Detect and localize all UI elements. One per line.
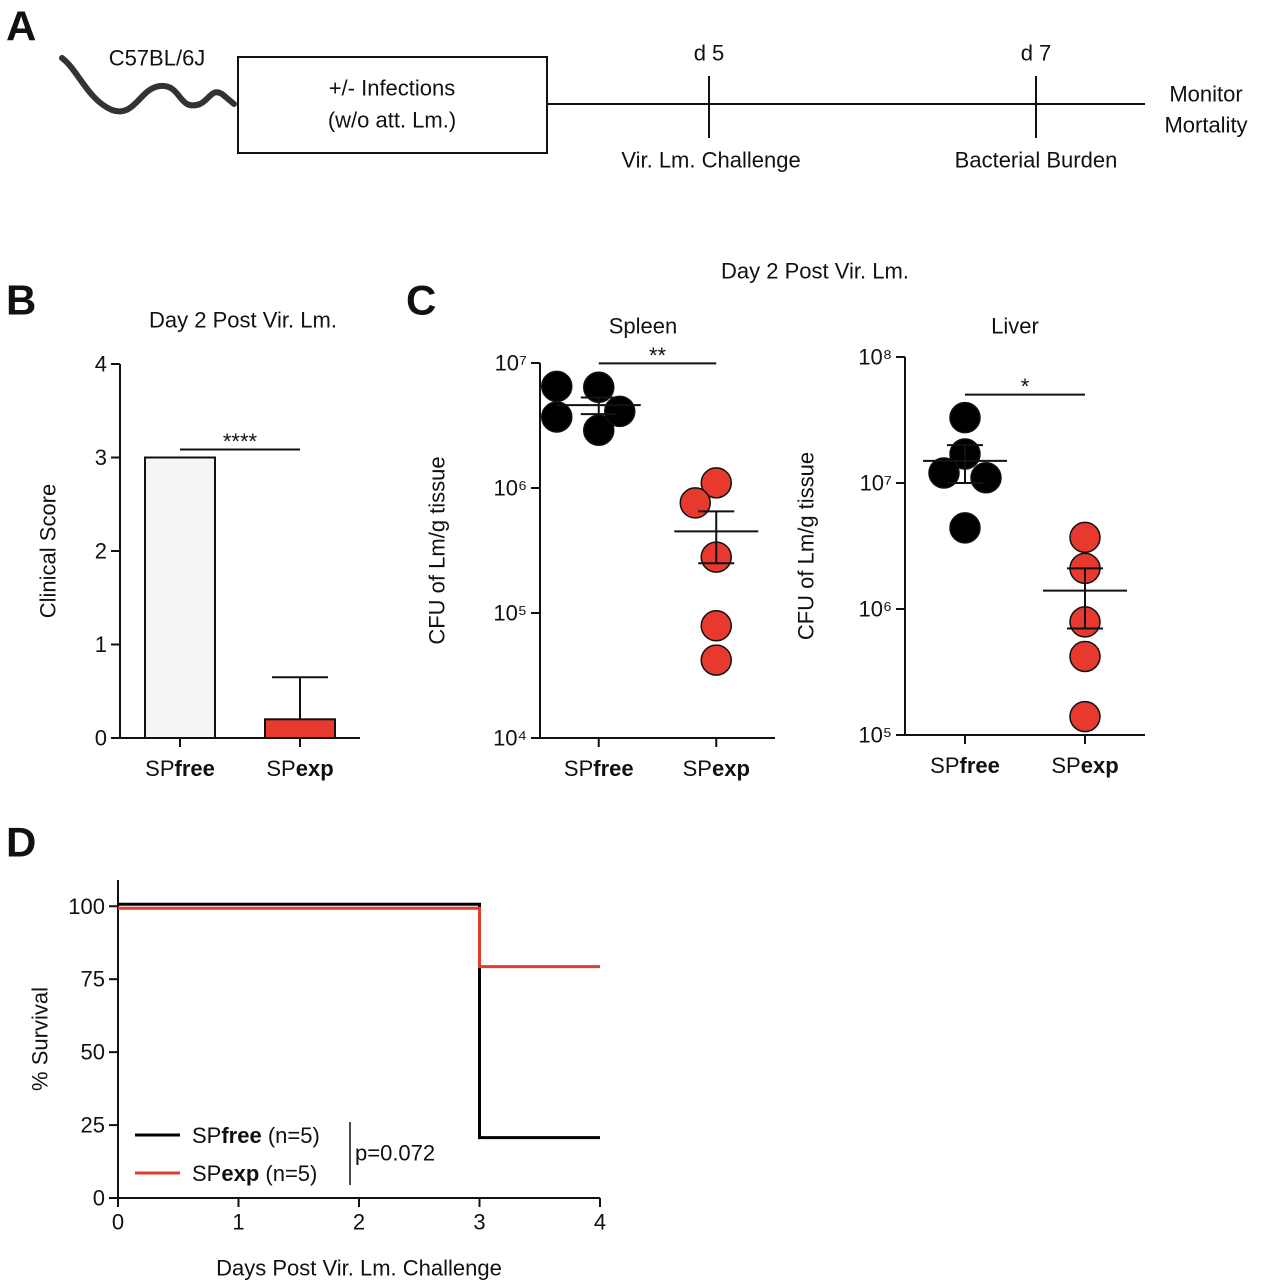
data-point xyxy=(1069,640,1101,673)
data-point xyxy=(928,457,960,489)
x-tick-label: SPfree xyxy=(564,756,634,781)
y-tick-label: 10⁷ xyxy=(495,351,527,376)
end-label: Mortality xyxy=(1164,113,1247,138)
bar xyxy=(264,718,336,739)
y-tick-label: 10⁸ xyxy=(858,345,892,370)
data-point xyxy=(700,644,732,676)
chart-title: Liver xyxy=(991,314,1039,339)
chart-title: Day 2 Post Vir. Lm. xyxy=(149,308,337,333)
y-tick-label: 0 xyxy=(95,726,107,751)
panel-label: B xyxy=(6,277,36,324)
y-tick-label: 10⁴ xyxy=(493,726,527,751)
end-label: Monitor xyxy=(1169,82,1242,107)
y-tick-label: 10⁷ xyxy=(860,471,892,496)
chart-title: Spleen xyxy=(609,314,678,339)
y-axis-title: CFU of Lm/g tissue xyxy=(425,456,450,644)
legend-label: SPexp (n=5) xyxy=(192,1161,317,1186)
y-tick-label: 10⁶ xyxy=(858,597,892,622)
legend-label: SPfree (n=5) xyxy=(192,1123,320,1148)
panel-label: D xyxy=(6,819,36,866)
box xyxy=(237,56,548,154)
data-point xyxy=(970,462,1002,494)
y-tick-label: 0 xyxy=(93,1186,105,1211)
x-tick-label: 1 xyxy=(232,1210,244,1235)
significance-label: **** xyxy=(223,429,258,454)
panel-label: A xyxy=(6,3,36,50)
day-label: d 7 xyxy=(1021,41,1052,66)
y-tick-label: 10⁶ xyxy=(493,476,527,501)
data-point xyxy=(541,370,573,403)
data-point xyxy=(700,467,732,499)
box-text: +/- Infections xyxy=(329,76,456,101)
y-tick-label: 2 xyxy=(95,539,107,564)
survival-line xyxy=(118,902,600,1140)
p-value: p=0.072 xyxy=(355,1141,435,1166)
y-axis-title: CFU of Lm/g tissue xyxy=(794,452,819,640)
y-tick-label: 100 xyxy=(68,894,105,919)
y-tick-label: 3 xyxy=(95,445,107,470)
survival-line xyxy=(118,906,600,969)
x-tick-label: SPfree xyxy=(930,753,1000,778)
significance-label: * xyxy=(1021,374,1030,399)
x-tick-label: 4 xyxy=(594,1210,606,1235)
x-axis-title: Days Post Vir. Lm. Challenge xyxy=(216,1256,502,1281)
data-point xyxy=(1069,521,1101,554)
x-tick-label: SPexp xyxy=(683,756,750,781)
data-point xyxy=(679,487,711,519)
data-point xyxy=(604,395,636,428)
y-tick-label: 10⁵ xyxy=(493,601,527,626)
data-point xyxy=(700,610,732,642)
x-tick-label: 2 xyxy=(353,1210,365,1235)
box-text: (w/o att. Lm.) xyxy=(328,108,456,133)
y-tick-label: 1 xyxy=(95,632,107,657)
x-tick-label: 3 xyxy=(473,1210,485,1235)
y-tick-label: 10⁵ xyxy=(858,723,892,748)
event-label: Vir. Lm. Challenge xyxy=(621,148,800,173)
x-tick-label: 0 xyxy=(112,1210,124,1235)
x-tick-label: SPexp xyxy=(1051,753,1118,778)
data-point xyxy=(1069,700,1101,733)
data-point xyxy=(949,512,981,544)
x-tick-label: SPexp xyxy=(266,756,333,781)
mouse-strain: C57BL/6J xyxy=(109,46,206,71)
panel-label: C xyxy=(406,277,436,324)
bar xyxy=(144,456,216,739)
event-label: Bacterial Burden xyxy=(955,148,1118,173)
y-tick-label: 25 xyxy=(81,1113,105,1138)
y-tick-label: 4 xyxy=(95,352,107,377)
significance-label: ** xyxy=(649,343,667,368)
y-axis-title: Clinical Score xyxy=(36,484,61,619)
x-tick-label: SPfree xyxy=(145,756,215,781)
y-tick-label: 75 xyxy=(81,967,105,992)
day-label: d 5 xyxy=(694,41,725,66)
y-axis-title: % Survival xyxy=(28,987,53,1091)
data-point xyxy=(541,401,573,433)
suptitle: Day 2 Post Vir. Lm. xyxy=(721,259,909,284)
mouse-icon xyxy=(59,55,237,115)
data-point xyxy=(949,401,981,434)
y-tick-label: 50 xyxy=(81,1040,105,1065)
data-point xyxy=(583,414,615,446)
panel-a: A C57BL/6J +/- Infections (w/o att. Lm.)… xyxy=(6,3,1248,173)
